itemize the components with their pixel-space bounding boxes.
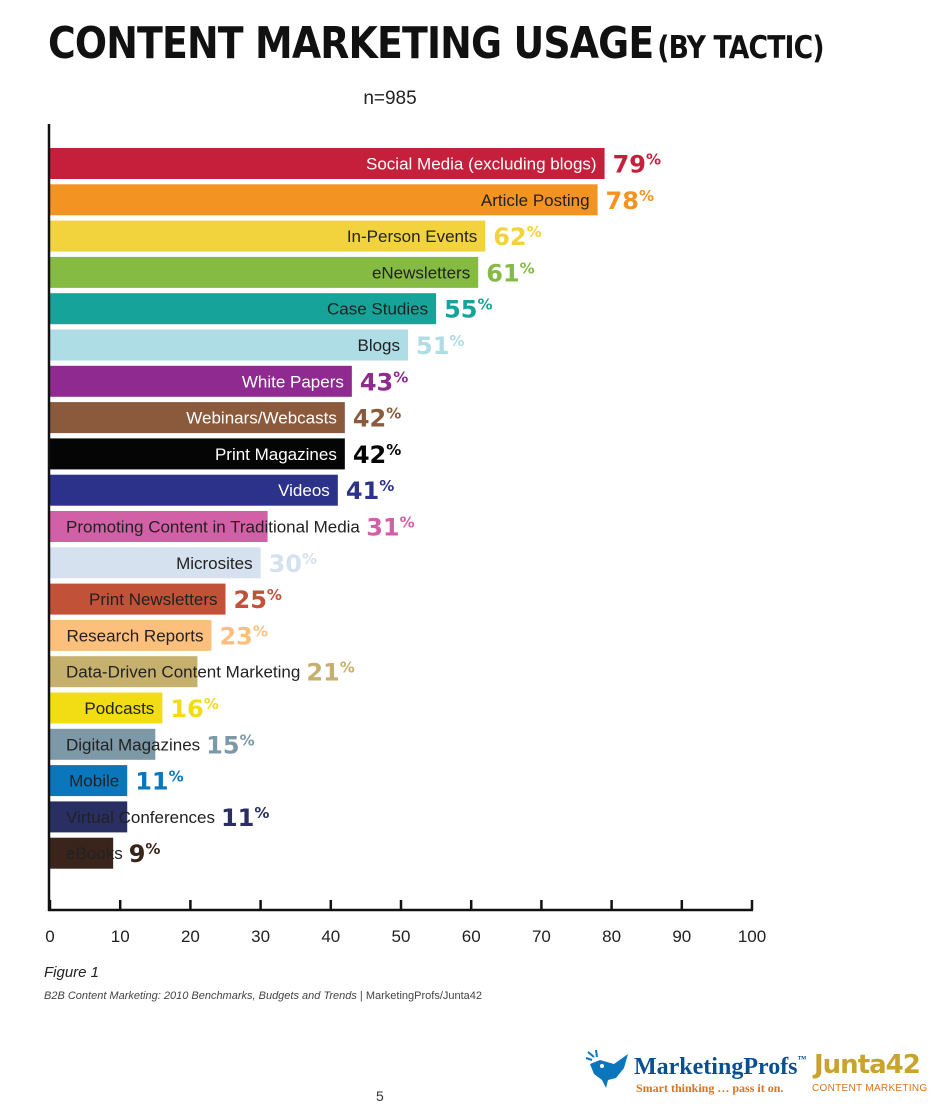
bar-19 <box>50 801 128 833</box>
value-label-15: 21% <box>306 659 354 687</box>
bar-14 <box>50 619 212 651</box>
bars-layer: Social Media (excluding blogs) 79% Article… <box>50 148 661 869</box>
value-label-11: 31% <box>366 514 414 542</box>
marketingprofs-name: MarketingProfs™ <box>634 1054 807 1080</box>
bar-label-14: Research Reports <box>66 626 203 645</box>
bar-label-5: Case Studies <box>327 300 428 319</box>
value-label-9: 42% <box>353 441 401 469</box>
bird-icon <box>585 1049 628 1088</box>
x-tick-label-6: 60 <box>462 927 481 946</box>
source-separator: | <box>356 990 366 1002</box>
value-label-17: 15% <box>206 731 254 759</box>
bar-label-16: Podcasts <box>84 699 154 718</box>
value-label-14: 23% <box>219 622 267 650</box>
value-label-16: 16% <box>170 695 218 723</box>
x-tick-label-4: 40 <box>321 927 340 946</box>
bar-2 <box>50 184 598 216</box>
page-title: CONTENT MARKETING USAGE (BY TACTIC) <box>48 18 825 69</box>
bar-11 <box>50 511 268 542</box>
x-tick-label-0: 0 <box>45 927 54 946</box>
bar-3 <box>50 220 486 252</box>
bar-label-8: Webinars/Webcasts <box>186 409 337 428</box>
bar-16 <box>50 692 163 724</box>
bar-18 <box>50 765 128 797</box>
page-number: 5 <box>376 1088 384 1104</box>
bar-label-19: Virtual Conferences <box>66 808 215 827</box>
bar-label-9: Print Magazines <box>215 445 337 464</box>
bar-17 <box>50 728 156 760</box>
chart-title: CONTENT MARKETING USAGE <box>48 18 654 69</box>
value-label-13: 25% <box>234 586 282 614</box>
value-label-10: 41% <box>346 477 394 505</box>
bar-label-17: Digital Magazines <box>66 735 200 754</box>
x-tick-label-2: 20 <box>181 927 200 946</box>
bar-label-20: eBooks <box>66 844 123 863</box>
bar-8 <box>50 402 345 434</box>
bar-10 <box>50 474 338 506</box>
bar-label-10: Videos <box>278 481 330 500</box>
bar-label-15: Data-Driven Content Marketing <box>66 663 300 682</box>
bar-6 <box>50 329 409 361</box>
marketingprofs-logo: MarketingProfs™ Smart thinking … pass it… <box>584 1048 807 1096</box>
bar-label-18: Mobile <box>69 772 119 791</box>
x-tick-label-3: 30 <box>251 927 270 946</box>
value-label-19: 11% <box>221 804 269 832</box>
source-org: MarketingProfs/Junta42 <box>365 990 483 1002</box>
bar-7 <box>50 365 352 397</box>
value-label-2: 78% <box>606 187 654 215</box>
bar-12 <box>50 547 261 579</box>
value-label-8: 42% <box>353 405 401 433</box>
value-label-3: 62% <box>493 223 541 251</box>
bar-chart: Social Media (excluding blogs) 79% Article… <box>45 124 766 946</box>
x-tick-label-7: 70 <box>532 927 551 946</box>
bar-label-1: Social Media (excluding blogs) <box>366 155 597 174</box>
bar-15 <box>50 656 198 688</box>
bar-label-3: In-Person Events <box>347 227 477 246</box>
value-label-12: 30% <box>269 550 317 578</box>
bar-20 <box>50 837 114 869</box>
bar-label-2: Article Posting <box>481 191 590 210</box>
chart-title-sub: (BY TACTIC) <box>657 30 824 66</box>
bar-5 <box>50 293 437 325</box>
marketingprofs-tagline: Smart thinking … pass it on. <box>636 1081 784 1095</box>
x-tick-label-9: 90 <box>672 927 691 946</box>
value-label-6: 51% <box>416 332 464 360</box>
value-label-18: 11% <box>135 768 183 796</box>
bar-label-13: Print Newsletters <box>89 590 217 609</box>
bar-label-6: Blogs <box>357 336 400 355</box>
bar-13 <box>50 583 226 615</box>
bar-4 <box>50 256 479 288</box>
value-label-20: 9% <box>129 840 161 868</box>
source-note: B2B Content Marketing: 2010 Benchmarks, … <box>44 990 482 1002</box>
bar-label-7: White Papers <box>242 372 344 391</box>
x-tick-label-1: 10 <box>111 927 130 946</box>
figure-label: Figure 1 <box>44 964 100 981</box>
value-label-4: 61% <box>486 259 534 287</box>
junta42-name: Junta42 <box>814 1050 921 1080</box>
sample-size: n=985 <box>363 88 417 109</box>
bar-label-11: Promoting Content in Traditional Media <box>66 518 360 537</box>
value-label-7: 43% <box>360 368 408 396</box>
junta42-logo: Junta42 CONTENT MARKETING <box>810 1050 930 1096</box>
bar-label-4: eNewsletters <box>372 263 470 282</box>
x-tick-label-8: 80 <box>602 927 621 946</box>
bar-9 <box>50 438 345 470</box>
bar-1 <box>50 148 605 179</box>
source-title: B2B Content Marketing: 2010 Benchmarks, … <box>44 990 357 1002</box>
junta42-tagline: CONTENT MARKETING <box>812 1083 928 1094</box>
value-label-5: 55% <box>444 296 492 324</box>
x-tick-label-10: 100 <box>738 927 766 946</box>
x-tick-label-5: 50 <box>392 927 411 946</box>
bar-label-12: Microsites <box>176 554 253 573</box>
value-label-1: 79% <box>613 151 661 179</box>
x-axis: 0 10 20 30 40 50 60 70 80 90 100 <box>45 124 766 946</box>
